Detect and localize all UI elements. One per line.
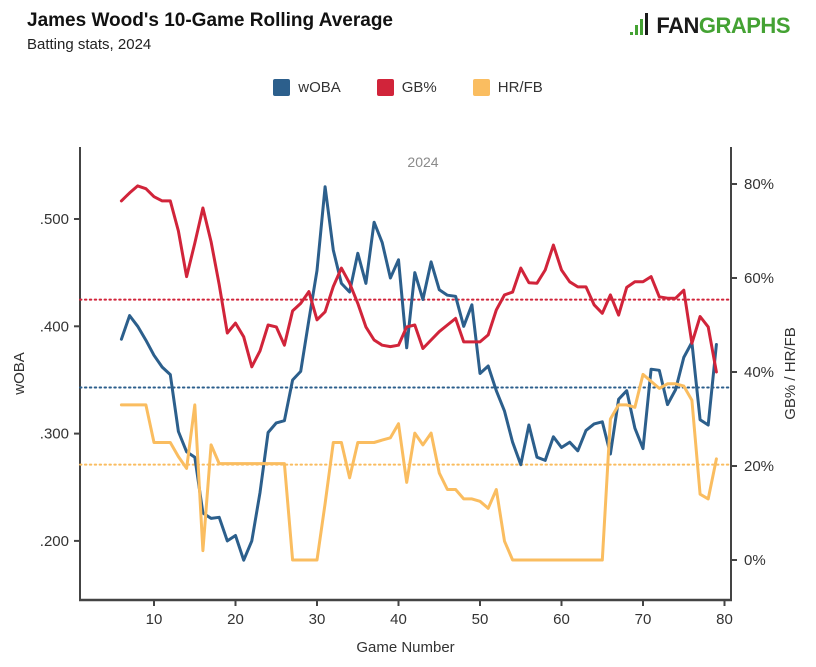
legend-item-hrfb: HR/FB <box>472 79 543 96</box>
season-annotation: 2024 <box>407 154 438 170</box>
x-tick-label: 40 <box>390 611 407 628</box>
x-axis-title: Game Number <box>356 639 454 656</box>
woba-swatch <box>273 79 291 96</box>
logo-graphs-text: GRAPHS <box>698 13 791 38</box>
gb-swatch <box>376 79 394 96</box>
gb-legend-label: GB% <box>401 79 437 96</box>
gb-line <box>119 184 718 374</box>
right-axis-title: GB% / HR/FB <box>782 327 799 420</box>
fangraphs-bars-icon <box>630 13 649 35</box>
x-tick-label: 20 <box>227 611 244 628</box>
x-tick-label: 50 <box>472 611 489 628</box>
x-tick-label: 80 <box>716 611 733 628</box>
legend-item-woba: wOBA <box>273 79 341 96</box>
right-tick-label: 0% <box>744 552 766 569</box>
left-tick-label: .200 <box>40 533 69 550</box>
fangraphs-logo: FANGRAPHS <box>630 13 791 37</box>
right-tick-label: 60% <box>744 270 774 287</box>
x-tick-label: 70 <box>635 611 652 628</box>
hrfb-line <box>119 372 718 562</box>
woba-legend-label: wOBA <box>298 79 341 96</box>
x-tick-label: 10 <box>146 611 163 628</box>
hrfb-swatch <box>472 79 490 96</box>
left-axis-title: wOBA <box>11 352 28 396</box>
chart-legend: wOBA GB% HR/FB <box>0 79 816 96</box>
page-subtitle: Batting stats, 2024 <box>27 36 152 53</box>
left-tick-label: .400 <box>40 318 69 335</box>
left-tick-label: .300 <box>40 426 69 443</box>
x-tick-label: 60 <box>553 611 570 628</box>
left-tick-label: .500 <box>40 211 69 228</box>
logo-fan-text: FAN <box>656 13 699 38</box>
right-tick-label: 40% <box>744 364 774 381</box>
x-tick-label: 30 <box>309 611 326 628</box>
right-tick-label: 20% <box>744 458 774 475</box>
page-title: James Wood's 10-Game Rolling Average <box>27 10 393 31</box>
fangraphs-logo-text: FANGRAPHS <box>656 15 790 37</box>
hrfb-legend-label: HR/FB <box>497 79 543 96</box>
right-tick-label: 80% <box>744 176 774 193</box>
legend-item-gb: GB% <box>376 79 437 96</box>
